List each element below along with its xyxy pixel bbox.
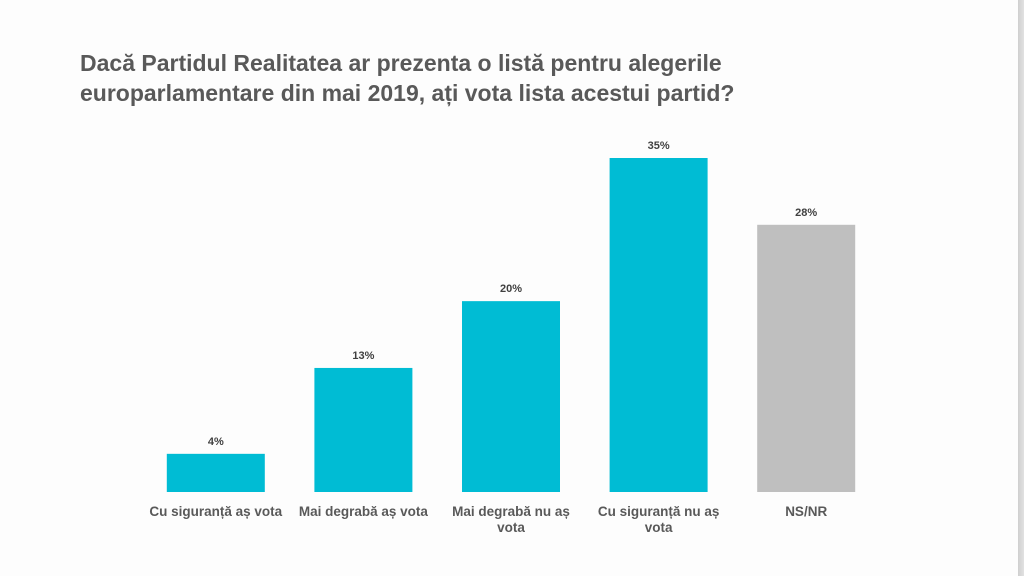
value-label-1: 13% [352, 350, 374, 362]
category-label-3-line-0: Cu siguranță nu aș [598, 504, 720, 519]
bar-2 [462, 301, 560, 492]
chart-title-line-2: europarlamentare din mai 2019, ați vota … [80, 80, 735, 106]
category-label-1: Mai degrabă aș vota [299, 504, 429, 519]
category-label-3-line-1: vota [645, 520, 673, 535]
value-label-2: 20% [500, 283, 522, 295]
value-label-3: 35% [648, 140, 670, 152]
bar-4 [757, 224, 856, 493]
category-label-1-line-0: Mai degrabă aș vota [299, 504, 429, 519]
chart-title: Dacă Partidul Realitatea ar prezenta o l… [80, 48, 880, 108]
value-label-0: 4% [208, 436, 224, 448]
bar-1 [314, 367, 413, 492]
category-label-2-line-0: Mai degrabă nu aș [452, 504, 570, 519]
bars-group [166, 158, 856, 493]
category-label-2: Mai degrabă nu aș vota [452, 504, 570, 535]
bar-0 [166, 453, 265, 492]
category-labels-group: Cu siguranță aș vota Mai degrabă aș vota M… [149, 504, 827, 535]
category-label-4-line-0: NS/NR [785, 504, 827, 519]
value-labels-group: 4% 13% 20% 35% 28% [208, 140, 818, 448]
category-label-3: Cu siguranță nu aș vota [598, 504, 720, 535]
bar-3 [609, 158, 708, 492]
category-label-2-line-1: vota [497, 520, 525, 535]
category-label-0-line-0: Cu siguranță aș vota [149, 504, 282, 519]
category-label-4: NS/NR [785, 504, 827, 519]
page-edge-shadow [1018, 0, 1024, 576]
category-label-0: Cu siguranță aș vota [149, 504, 282, 519]
chart-title-line-1: Dacă Partidul Realitatea ar prezenta o l… [80, 50, 722, 76]
value-label-4: 28% [795, 207, 817, 219]
